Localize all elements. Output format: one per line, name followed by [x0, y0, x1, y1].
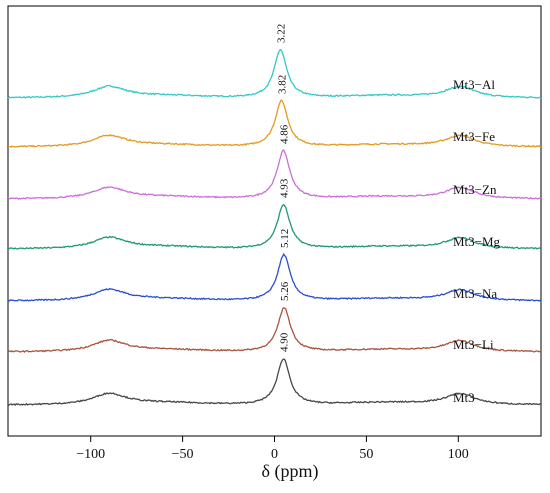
series-labels: Mt3−Al Mt3−Fe Mt3−Zn Mt3−Mg Mt3−Na Mt3−Li Mt3: [453, 77, 501, 405]
peak-value-label: 4.93: [279, 178, 291, 198]
series-name-label: Mt3−Fe: [453, 129, 495, 144]
series-name-label: Mt3−Mg: [453, 234, 501, 249]
x-tick-label: 0: [271, 447, 278, 462]
series-line: [7, 149, 542, 200]
peak-value-label: 3.22: [275, 24, 287, 43]
series-line: [7, 252, 542, 302]
series-line: [7, 48, 542, 99]
x-tick-label: 100: [448, 447, 469, 462]
series-name-label: Mt3−Al: [453, 77, 495, 92]
x-tick-label: −100: [76, 447, 105, 462]
peak-labels: 3.22 3.82 4.86 4.93 5.12 5.26 4.90: [275, 24, 291, 352]
spectrum-traces: [7, 48, 542, 407]
x-tick-label: 50: [359, 447, 373, 462]
peak-value-label: 5.26: [279, 281, 291, 301]
peak-value-label: 3.82: [277, 75, 289, 94]
peak-value-label: 4.90: [279, 332, 291, 352]
series-name-label: Mt3: [453, 390, 475, 405]
series-line: [7, 358, 542, 407]
series-name-label: Mt3−Na: [453, 286, 497, 301]
series-line: [7, 306, 542, 353]
x-axis-title: δ (ppm): [262, 461, 319, 482]
series-name-label: Mt3−Li: [453, 337, 494, 352]
series-name-label: Mt3−Zn: [453, 182, 497, 197]
x-axis: −100 −50 0 50 100: [76, 436, 469, 462]
series-line: [7, 99, 542, 148]
plot-frame: [7, 5, 542, 437]
peak-value-label: 5.12: [279, 229, 291, 248]
peak-value-label: 4.86: [278, 124, 290, 144]
series-line: [7, 203, 542, 250]
x-tick-label: −50: [172, 447, 194, 462]
